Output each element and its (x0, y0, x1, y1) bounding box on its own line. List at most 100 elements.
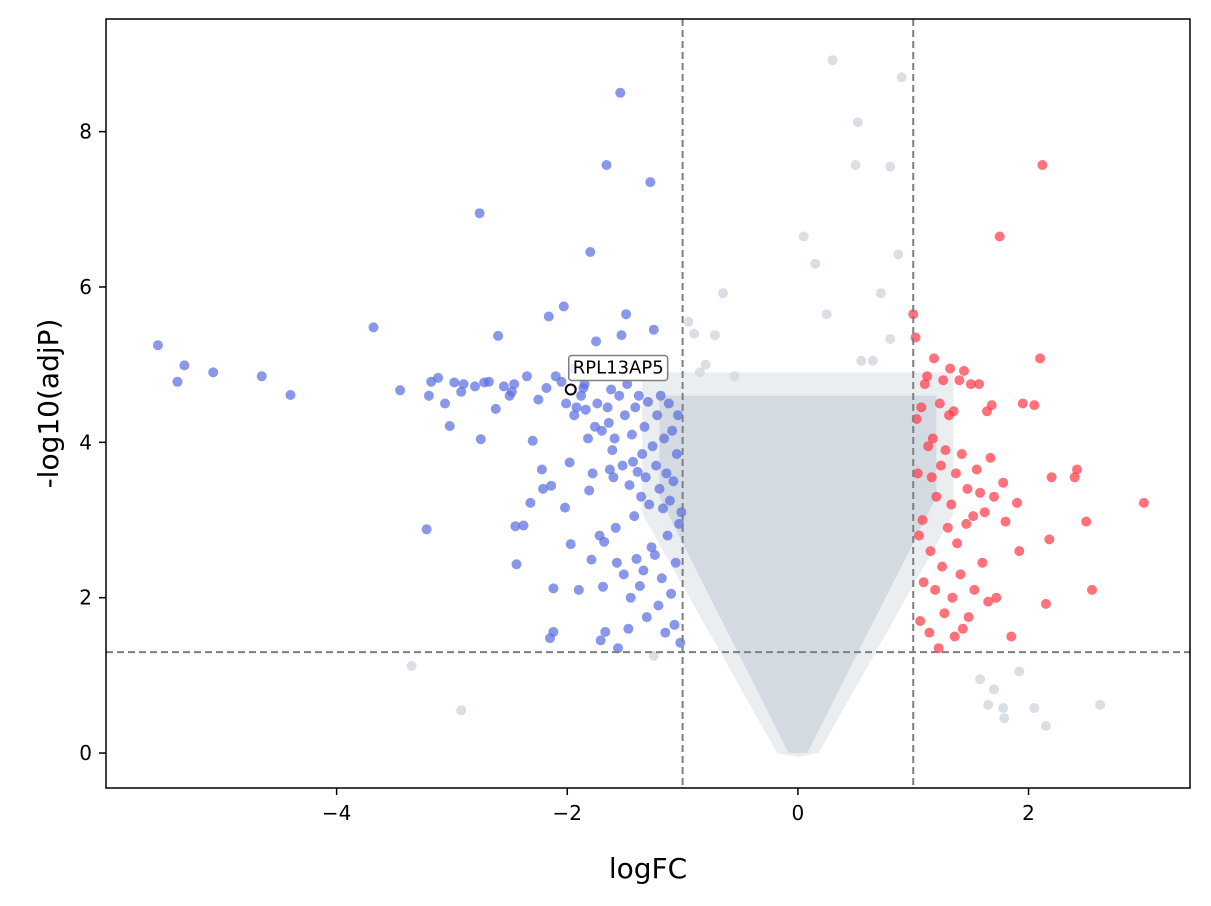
point-down (649, 550, 660, 560)
x-axis-label: logFC (609, 852, 687, 885)
point-down (583, 433, 593, 444)
point-down (586, 554, 597, 565)
point-ns (1029, 703, 1040, 713)
point-up (975, 487, 986, 498)
point-up (991, 592, 1002, 603)
point-ns (827, 55, 838, 66)
point-down (653, 600, 664, 611)
point-down (506, 386, 517, 397)
point-down (509, 379, 520, 390)
point-down (675, 637, 686, 648)
point-up (1035, 353, 1046, 364)
point-ns (689, 328, 700, 339)
point-down (592, 398, 603, 409)
point-up (930, 584, 941, 595)
point-ns (852, 117, 863, 128)
point-down (647, 441, 658, 452)
point-up (977, 557, 988, 568)
point-up (1081, 516, 1092, 527)
annotation: RPL13AP5 (564, 354, 669, 396)
point-down (621, 309, 632, 320)
point-down (449, 377, 460, 388)
point-down (600, 626, 611, 637)
scatter-points (152, 55, 1149, 731)
point-down (525, 497, 536, 508)
point-up (918, 577, 929, 588)
y-tick-label: 0 (79, 741, 92, 765)
point-down (613, 643, 623, 654)
point-down (671, 449, 682, 459)
point-down (521, 371, 532, 382)
point-ns (975, 674, 986, 685)
point-up (998, 477, 1009, 488)
point-up (961, 518, 972, 529)
point-down (172, 376, 183, 387)
point-down (664, 495, 675, 506)
point-down (585, 247, 596, 257)
point-up (912, 468, 923, 479)
point-up (955, 569, 966, 580)
point-down (546, 480, 557, 491)
point-up (989, 491, 999, 502)
point-up (1037, 160, 1048, 170)
point-down (634, 581, 645, 591)
point-up (931, 491, 942, 502)
point-up (962, 483, 973, 494)
point-down (609, 433, 620, 444)
point-up (1006, 631, 1017, 642)
point-down (638, 565, 649, 576)
point-up (926, 472, 937, 483)
point-down (666, 588, 677, 599)
point-down (440, 398, 450, 409)
annotation-box (567, 354, 669, 382)
point-up (919, 379, 930, 390)
point-down (518, 520, 529, 531)
point-up (968, 511, 979, 522)
y-tick-label: 6 (79, 275, 92, 299)
point-down (538, 483, 549, 494)
plot-frame (105, 18, 1191, 789)
point-up (1069, 472, 1080, 483)
point-down (663, 398, 674, 409)
point-down (626, 429, 637, 440)
point-up (954, 375, 965, 386)
point-down (368, 322, 379, 333)
point-down (569, 410, 580, 421)
point-down (624, 480, 635, 491)
point-down (179, 360, 190, 371)
point-down (598, 581, 608, 592)
point-up (922, 371, 933, 382)
point-up (985, 452, 996, 463)
point-ns (856, 355, 867, 366)
point-down (630, 402, 641, 413)
point-up (949, 631, 960, 642)
point-down (433, 372, 444, 383)
series-up (908, 160, 1149, 654)
point-up (925, 546, 936, 557)
point-ns (694, 367, 705, 378)
point-ns (867, 355, 878, 366)
point-down (641, 612, 652, 623)
point-up (935, 460, 946, 471)
point-down (668, 476, 679, 487)
point-down (633, 390, 644, 401)
point-down (643, 396, 653, 407)
point-down (560, 502, 570, 513)
point-ns (850, 160, 861, 170)
point-up (927, 433, 938, 444)
point-up (1046, 472, 1057, 483)
point-down (543, 311, 554, 322)
point-down (628, 456, 638, 467)
point-down (607, 445, 618, 456)
x-tick-label: 2 (1022, 801, 1035, 825)
point-down (527, 435, 538, 446)
ns-density-cloud (642, 372, 954, 757)
point-down (648, 324, 659, 335)
point-down (561, 398, 572, 409)
point-up (1000, 516, 1011, 527)
point-ns (648, 650, 659, 661)
point-up (1138, 497, 1149, 508)
threshold-lines (106, 19, 1190, 788)
point-up (915, 616, 926, 626)
